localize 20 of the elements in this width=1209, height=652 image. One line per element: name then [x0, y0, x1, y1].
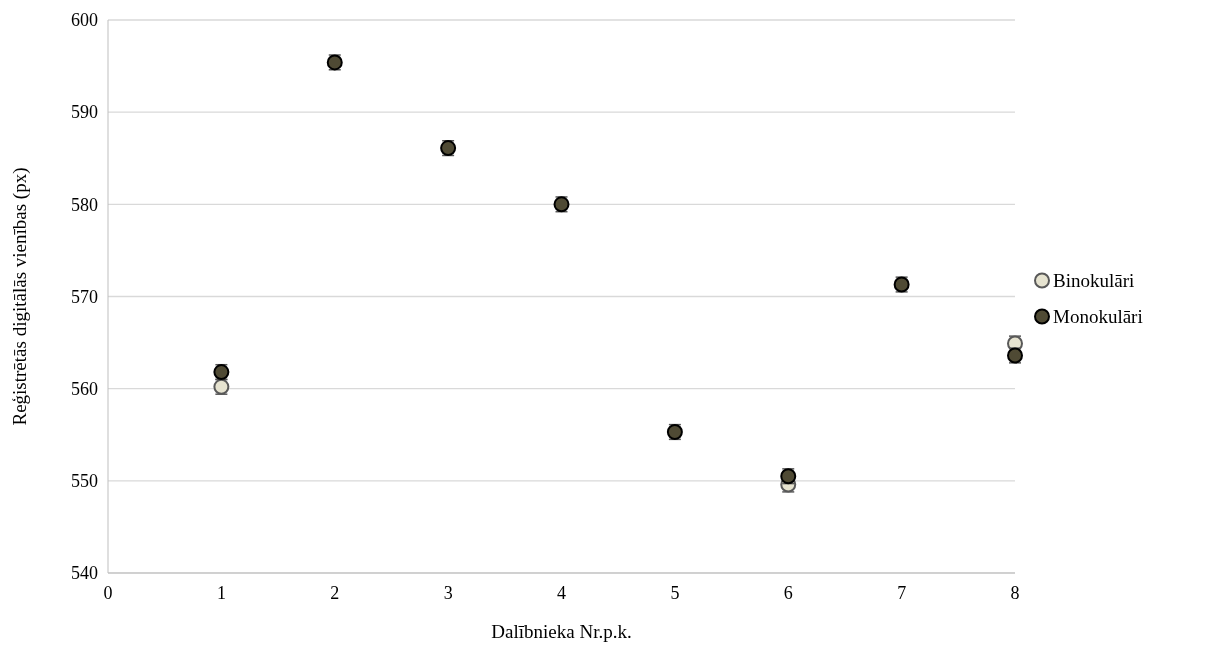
x-tick-label: 1 [216, 583, 226, 603]
x-tick-label: 4 [557, 583, 566, 603]
legend-label: Binokulāri [1053, 270, 1135, 292]
y-tick-label: 540 [71, 563, 98, 584]
x-tick-label: 8 [1010, 583, 1020, 603]
y-tick-label: 590 [71, 102, 98, 123]
y-axis-title: Reģistrētās digitālās vienības (px) [9, 167, 31, 426]
y-tick-label: 600 [71, 10, 98, 31]
x-tick-label: 2 [330, 583, 340, 603]
legend-label: Monokulāri [1053, 306, 1143, 328]
y-tick-label: 580 [71, 194, 98, 215]
x-tick-label: 3 [443, 583, 453, 603]
y-tick-label: 560 [71, 378, 98, 399]
y-tick-label: 570 [71, 286, 98, 307]
x-tick-label: 6 [783, 583, 793, 603]
y-tick-label: 550 [71, 471, 98, 492]
x-tick-label: 0 [103, 583, 113, 603]
x-axis-title: Dalībnieka Nr.p.k. [491, 621, 632, 642]
x-tick-label: 7 [897, 583, 907, 603]
x-tick-label: 5 [670, 583, 680, 603]
